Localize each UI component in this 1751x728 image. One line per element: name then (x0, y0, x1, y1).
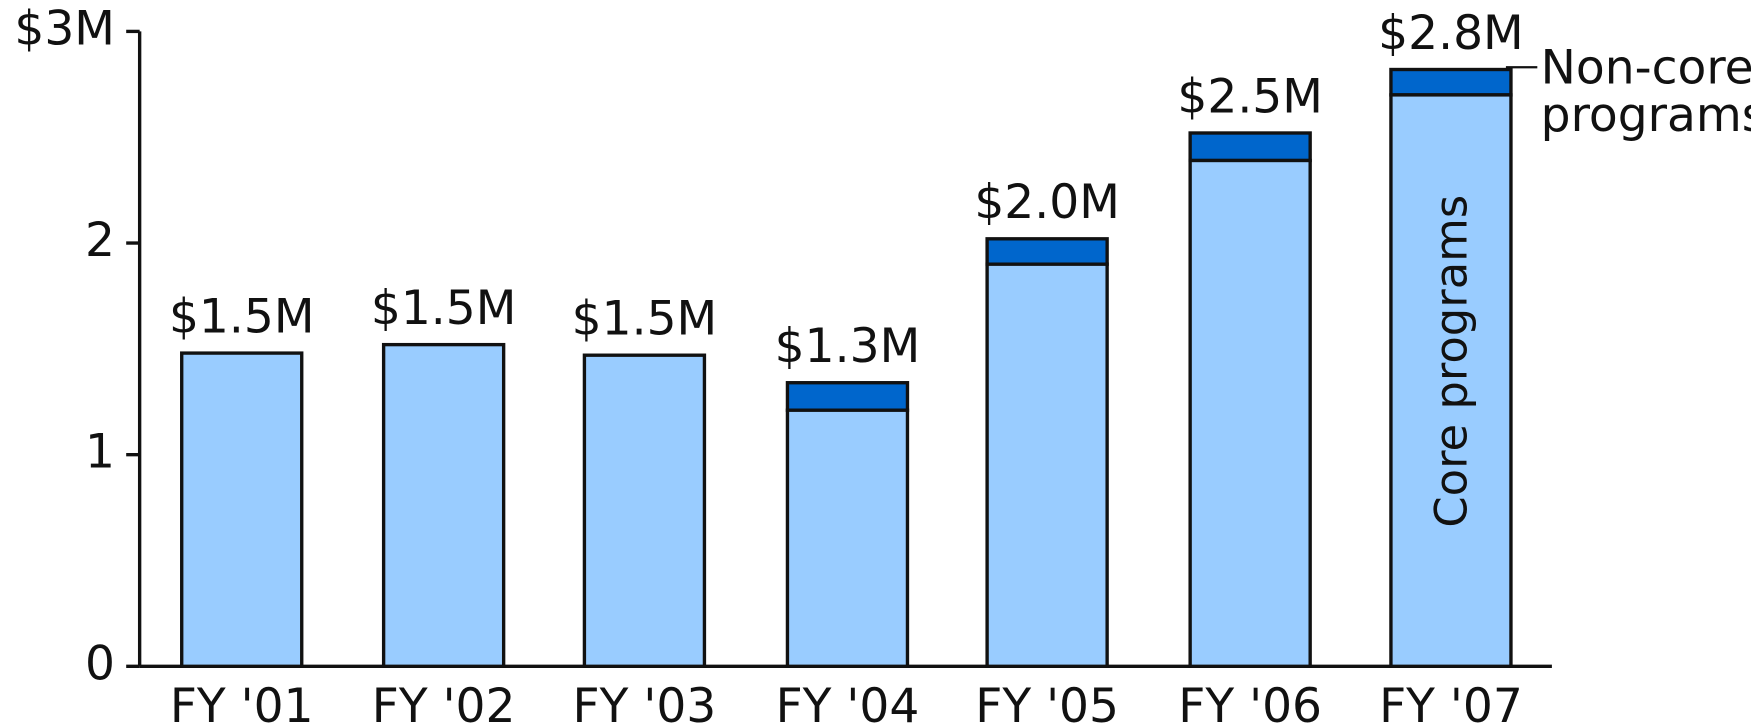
x-tick-label: FY '07 (1379, 679, 1523, 728)
total-label: $2.8M (1378, 6, 1524, 61)
total-label: $2.0M (974, 175, 1120, 230)
total-label: $1.5M (169, 289, 315, 344)
bar-segment (985, 262, 1109, 668)
bar-segment (985, 237, 1109, 266)
x-tick-label: FY '05 (975, 679, 1119, 728)
total-label: $2.5M (1177, 69, 1323, 124)
total-label: $1.5M (572, 292, 718, 347)
x-tick-label: FY '01 (170, 679, 314, 728)
y-tick-label: 2 (85, 213, 115, 268)
x-tick-label: FY '02 (372, 679, 516, 728)
y-tick-label: $3M (14, 1, 115, 56)
bar-segment (1188, 131, 1312, 163)
total-label: $1.3M (775, 319, 921, 374)
bar-segment (785, 381, 910, 412)
legend-label: Non-core programs (1541, 41, 1751, 143)
legend: Non-core programs Core programs (1424, 41, 1751, 528)
bar-segment (381, 342, 506, 668)
total-label: $1.5M (371, 281, 517, 336)
y-tick-label: 0 (85, 636, 115, 691)
bar-segment (785, 408, 910, 668)
bar-segment (180, 351, 304, 668)
bar-segment (1188, 158, 1312, 668)
bar-segment (1389, 93, 1513, 668)
bar-segment (1389, 67, 1513, 97)
x-tick-label: FY '03 (573, 679, 717, 728)
y-tick-label: 1 (85, 425, 115, 480)
legend-label: Core programs (1424, 195, 1477, 528)
x-tick-label: FY '06 (1178, 679, 1322, 728)
x-tick-label: FY '04 (776, 679, 920, 728)
bar-segment (582, 353, 707, 668)
